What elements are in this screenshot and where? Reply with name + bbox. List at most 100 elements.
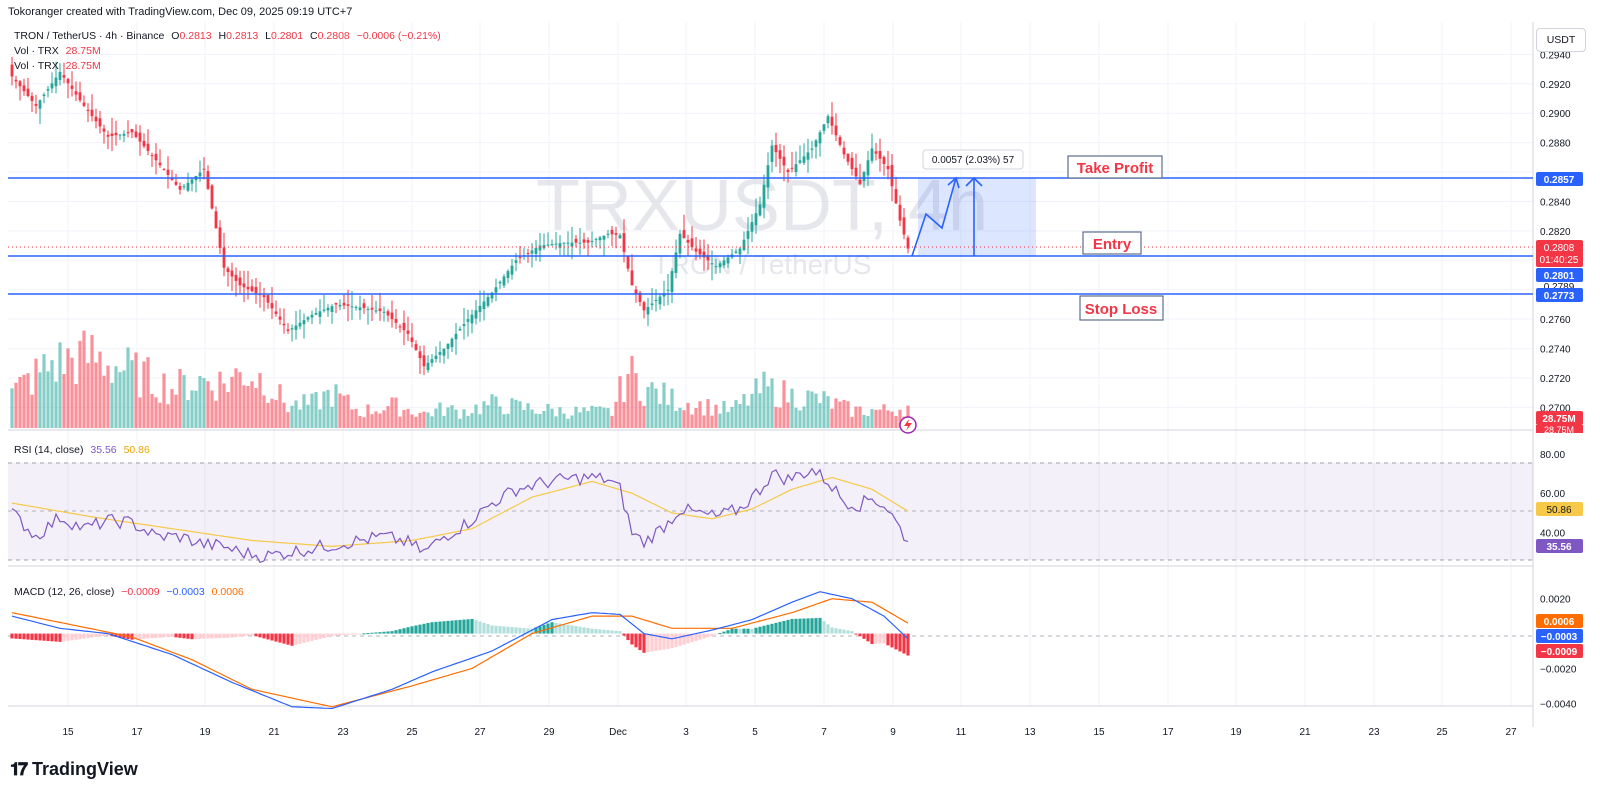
macd-histogram-bar <box>714 633 718 635</box>
rsi-axis[interactable]: 80.00 60.00 40.00 <box>1540 450 1565 540</box>
candle <box>674 239 678 279</box>
tradingview-logo-icon: 𝟏𝟕 <box>10 759 28 779</box>
volume-bar <box>606 408 610 428</box>
candle <box>98 111 102 134</box>
candle <box>470 309 474 334</box>
volume-bar <box>454 409 458 428</box>
volume-bar <box>530 409 534 428</box>
macd-histogram-bar <box>650 633 654 652</box>
candle <box>562 242 566 256</box>
macd-histogram-bar <box>70 633 74 641</box>
candle <box>842 141 846 159</box>
macd-histogram-bar <box>450 620 454 634</box>
macd-histogram-bar <box>590 628 594 634</box>
price-axis[interactable]: 0.2940 0.2920 0.2900 0.2880 0.2840 0.2820 0.27… <box>1540 50 1571 414</box>
macd-histogram-bar <box>418 624 422 634</box>
candle <box>598 235 602 249</box>
time-axis-tick-label: 15 <box>1093 727 1105 738</box>
time-axis-tick-label: 3 <box>683 727 689 738</box>
volume-bar <box>894 415 898 428</box>
candle <box>686 234 690 257</box>
candle <box>242 270 246 303</box>
projection-zone[interactable] <box>918 178 1036 256</box>
volume-bar <box>370 414 374 428</box>
volume-bar <box>550 408 554 428</box>
candle <box>270 286 274 320</box>
badge-macd-text: −0.0003 <box>1541 632 1578 643</box>
time-axis[interactable]: 15 17 19 21 23 25 27 29 Dec 3 5 7 9 11 13 15 17 19 21 23 25 2… <box>62 727 1517 738</box>
macd-histogram-bar <box>114 633 118 637</box>
volume-bar <box>330 406 334 428</box>
volume-bar <box>34 358 38 428</box>
time-axis-tick-label: 27 <box>1505 727 1517 738</box>
volume-legend-label-1: Vol · TRX <box>14 45 59 57</box>
macd-histogram-bar <box>426 622 430 634</box>
macd-histogram-bar <box>674 633 678 647</box>
macd-histogram-bar <box>86 633 90 639</box>
candle <box>790 151 794 173</box>
candle <box>102 124 106 144</box>
volume-bar <box>78 340 82 428</box>
macd-histogram-bar <box>494 625 498 634</box>
candle <box>626 256 630 272</box>
entry-label-box[interactable] <box>1082 231 1142 255</box>
rsi-legend-value: 35.56 <box>90 444 117 456</box>
macd-histogram-bar <box>346 633 350 635</box>
candle <box>810 140 814 159</box>
macd-histogram-bar <box>318 633 322 639</box>
macd-axis[interactable]: 0.0020 −0.0020 −0.0040 <box>1540 595 1577 711</box>
tradingview-logo[interactable]: 𝟏𝟕 TradingView <box>10 759 138 780</box>
candle <box>574 235 578 248</box>
macd-histogram-bar <box>818 617 822 634</box>
candle <box>126 120 130 138</box>
take-profit-label-box[interactable] <box>1067 155 1163 179</box>
rsi-axis-tick-label: 60.00 <box>1540 489 1565 500</box>
badge-rsi-ma-text: 50.86 <box>1546 505 1571 516</box>
volume-bar <box>534 413 538 428</box>
macd-histogram-bar <box>438 621 442 634</box>
macd-histogram-bar <box>30 633 34 640</box>
rsi-legend[interactable]: RSI (14, close) 35.56 50.86 <box>14 444 150 456</box>
badge-macd-hist-text: −0.0009 <box>1541 647 1578 658</box>
currency-unit-button[interactable]: USDT <box>1536 28 1586 52</box>
volume-bar <box>210 390 214 428</box>
macd-histogram-bar <box>250 633 254 636</box>
candle <box>190 177 194 192</box>
candle <box>10 56 14 86</box>
candle <box>818 130 822 157</box>
macd-histogram-bar <box>314 633 318 640</box>
candle <box>618 233 622 239</box>
volume-legend-1[interactable]: Vol · TRX 28.75M <box>14 45 101 57</box>
stop-loss-label-box[interactable] <box>1079 295 1164 321</box>
macd-histogram-bar <box>878 633 882 644</box>
volume-bar <box>202 378 206 428</box>
macd-histogram-bar <box>242 633 246 637</box>
volume-bar <box>474 404 478 428</box>
candle <box>138 125 142 156</box>
volume-bar <box>450 405 454 428</box>
volume-legend-value-1: 28.75M <box>65 45 101 57</box>
volume-bar <box>690 414 694 428</box>
candle <box>26 78 30 98</box>
candle <box>474 300 478 325</box>
candle <box>322 295 326 313</box>
candle <box>610 225 614 247</box>
volume-bar <box>278 384 282 428</box>
badge-rsi-ma: 50.86 <box>1536 502 1583 516</box>
projection-path[interactable] <box>911 177 957 257</box>
chart-grid <box>8 22 1533 706</box>
candle <box>534 240 538 261</box>
candle <box>86 103 90 123</box>
candle <box>398 324 402 333</box>
macd-legend[interactable]: MACD (12, 26, close) −0.0009 −0.0003 0.0… <box>14 586 244 598</box>
volume-legend-2[interactable]: Vol · TRX 28.75M <box>14 60 101 72</box>
macd-histogram-bar <box>710 633 714 637</box>
volume-bar <box>498 406 502 428</box>
candle <box>174 173 178 186</box>
candle <box>434 346 438 363</box>
volume-bar <box>790 388 794 428</box>
volume-bar <box>502 414 506 428</box>
macd-histogram-bar <box>234 633 238 638</box>
symbol-legend[interactable]: TRON / TetherUS · 4h · Binance O0.2813 H… <box>14 30 441 42</box>
badge-macd-signal: 0.0006 <box>1536 614 1583 628</box>
